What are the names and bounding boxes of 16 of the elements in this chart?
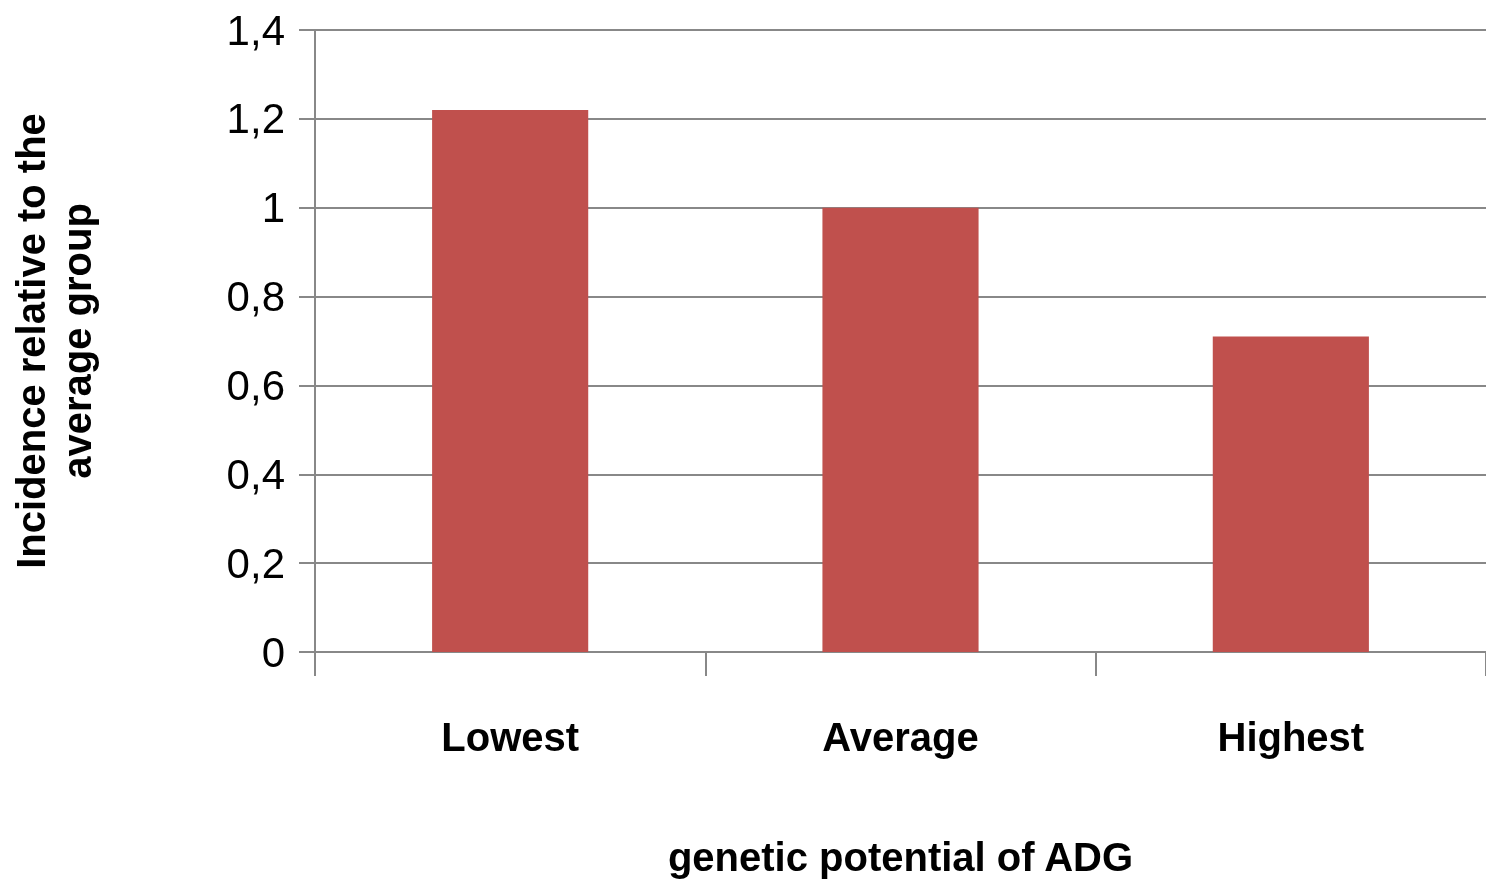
y-tick-label: 1,4: [226, 6, 285, 54]
bar: [432, 109, 589, 652]
x-tick-label: Highest: [1217, 715, 1365, 759]
x-tick-label: Lowest: [441, 715, 580, 759]
bar: [1212, 336, 1369, 652]
y-tick-label: 0,4: [226, 450, 285, 498]
y-tick-label: 1: [261, 184, 285, 232]
x-axis-title: genetic potential of ADG: [667, 835, 1134, 879]
y-tick-label: 0,2: [226, 539, 285, 587]
y-tick-label: 0,8: [226, 273, 285, 321]
y-tick-label: 0: [261, 628, 285, 676]
x-tick-label: Average: [822, 715, 979, 759]
y-axis-title: Incidence relative to the average group: [9, 113, 99, 569]
y-tick-label: 1,2: [226, 95, 285, 143]
y-tick-label: 0,6: [226, 361, 285, 409]
bar: [822, 207, 979, 652]
